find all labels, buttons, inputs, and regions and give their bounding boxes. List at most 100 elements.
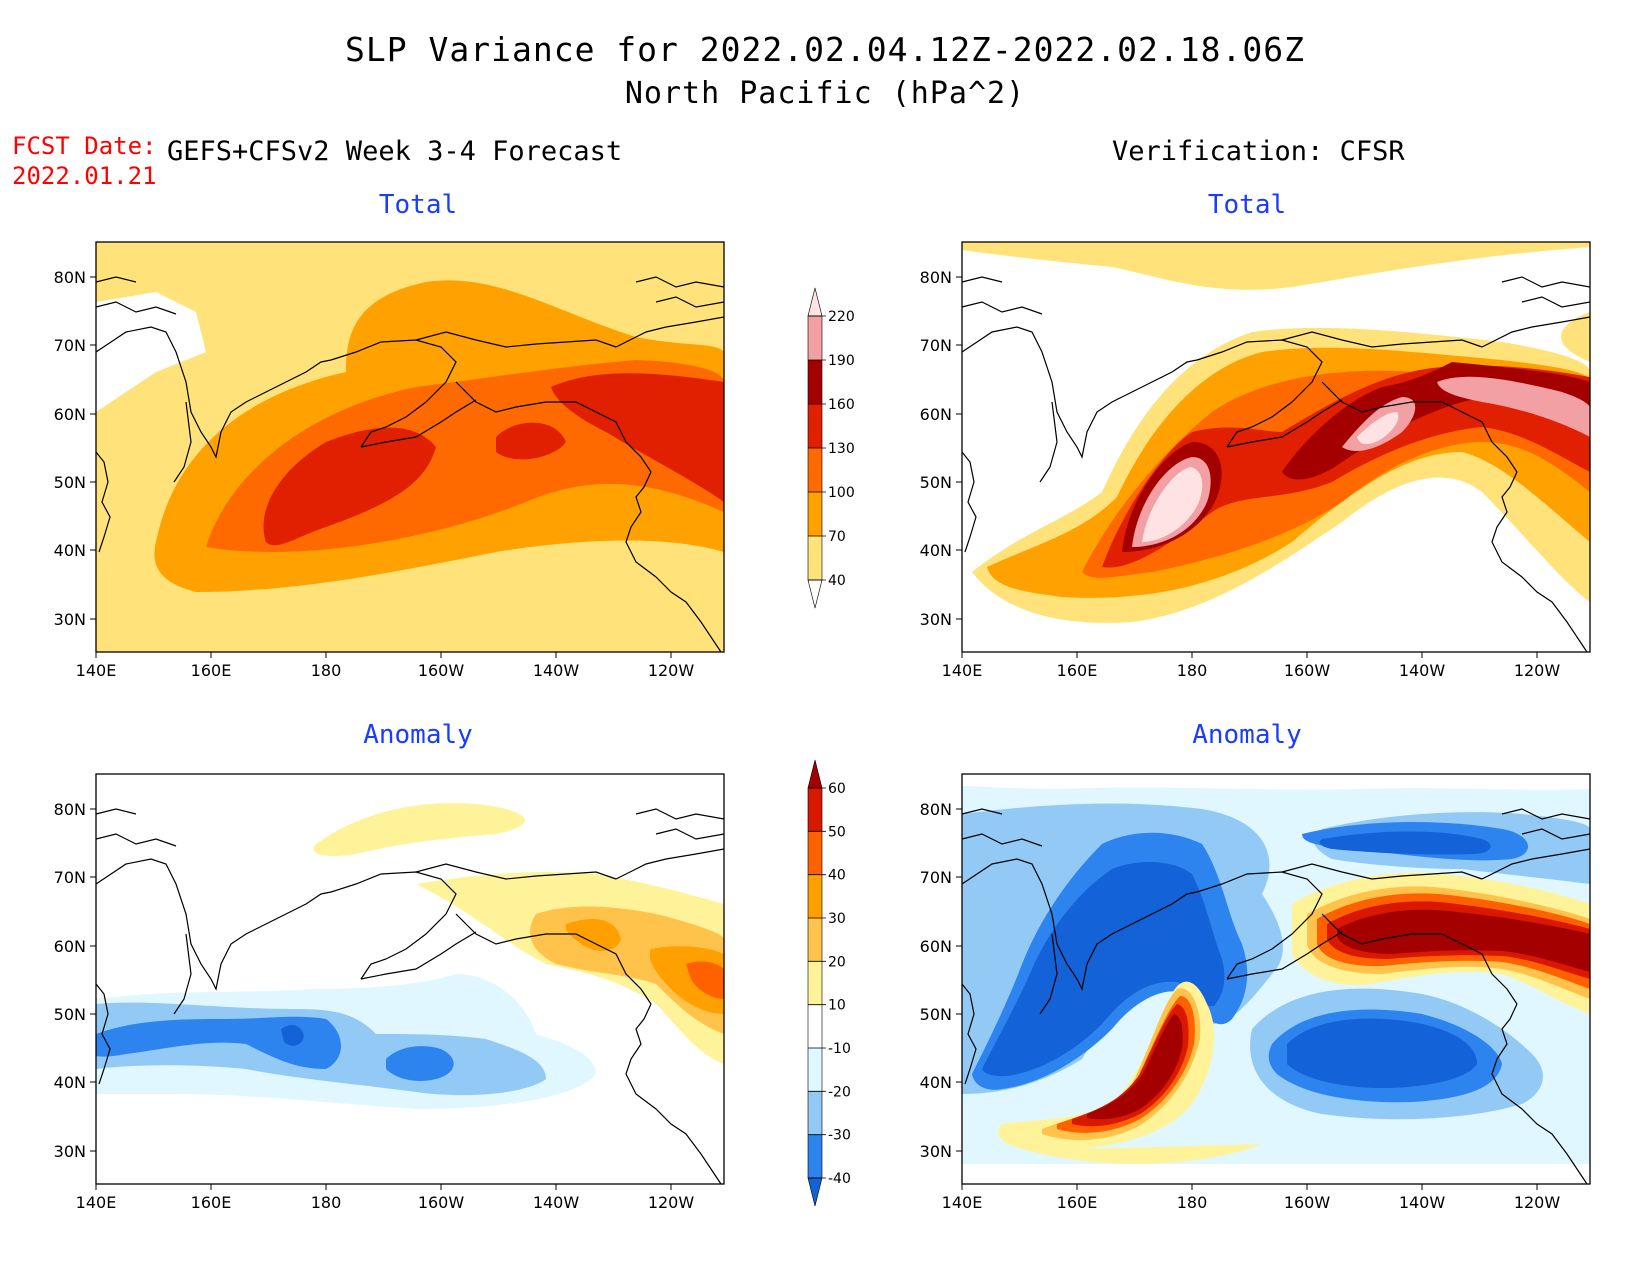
fcst-date-value: 2022.01.21 [12, 162, 157, 190]
lon-tick-label: 180 [1177, 661, 1208, 680]
lat-tick-label: 80N [920, 268, 952, 287]
lon-tick-label: 140E [942, 661, 983, 680]
main-subtitle: North Pacific (hPa^2) [624, 76, 1026, 111]
lat-tick-label: 80N [54, 800, 86, 819]
lat-tick-label: 50N [920, 473, 952, 492]
colorbar-level-label: 190 [828, 353, 855, 369]
colorbar-segment [808, 316, 822, 360]
lat-tick-label: 60N [920, 405, 952, 424]
lat-tick-label: 40N [54, 1073, 86, 1092]
colorbar-level-label: 160 [828, 397, 855, 413]
lon-tick-label: 180 [311, 1193, 342, 1212]
lat-tick-label: 60N [920, 937, 952, 956]
colorbar-level-label: 20 [828, 954, 846, 970]
colorbar-anomaly: -40 -30 -20 -10 10 20 30 40 50 60 [807, 759, 851, 1207]
colorbar-level-label: 40 [828, 573, 846, 589]
lon-tick-label: 140W [1399, 661, 1446, 680]
main-title: SLP Variance for 2022.02.04.12Z-2022.02.… [345, 30, 1305, 69]
map-frame [961, 773, 1591, 1185]
map-forecast-anomaly [95, 773, 725, 1185]
colorbar-end-max [807, 287, 823, 317]
verification-heading: Verification: CFSR [1112, 136, 1405, 167]
lon-tick-label: 180 [311, 661, 342, 680]
panel-title-forecast-anomaly: Anomaly [363, 720, 473, 750]
lat-tick-label: 60N [54, 937, 86, 956]
colorbar-level-label: 30 [828, 911, 846, 927]
lat-tick-label: 80N [920, 800, 952, 819]
lon-tick-label: 160W [418, 661, 465, 680]
lat-tick-label: 80N [54, 268, 86, 287]
lon-tick-label: 160W [1284, 1193, 1331, 1212]
lat-tick-label: 40N [920, 541, 952, 560]
panel-title-verification-total: Total [1207, 190, 1287, 220]
colorbar-level-label: -20 [828, 1084, 851, 1100]
colorbar-segment [808, 1048, 822, 1092]
colorbar-segment [808, 1091, 822, 1135]
map-frame [961, 241, 1591, 653]
colorbar-level-label: 70 [828, 529, 846, 545]
colorbar-level-label: 10 [828, 998, 846, 1014]
colorbar-segment [808, 1004, 822, 1048]
lat-tick-label: 60N [54, 405, 86, 424]
lon-tick-label: 140W [533, 1193, 580, 1212]
lat-tick-label: 70N [920, 868, 952, 887]
lon-tick-label: 140W [533, 661, 580, 680]
map-frame [95, 241, 725, 653]
map-forecast-total [95, 241, 725, 653]
lat-tick-label: 70N [920, 336, 952, 355]
axes-layer: 140E 160E 180 160W 140W 120W 80N 70N 60N 50N 40N 30… [54, 268, 1561, 1212]
lon-tick-label: 140E [76, 1193, 117, 1212]
colorbar-segment [808, 492, 822, 536]
lon-tick-label: 140E [76, 661, 117, 680]
colorbar-segment [808, 1134, 822, 1178]
fcst-date-label: FCST Date: [12, 132, 157, 160]
lat-tick-label: 50N [920, 1005, 952, 1024]
colorbar-segment [808, 874, 822, 918]
colorbar-segment [808, 788, 822, 832]
lon-tick-label: 160W [418, 1193, 465, 1212]
lon-tick-label: 160E [1057, 661, 1098, 680]
lat-tick-label: 40N [54, 541, 86, 560]
colorbar-segment [808, 448, 822, 492]
colorbar-end-min [807, 1177, 823, 1207]
lon-tick-label: 160E [1057, 1193, 1098, 1212]
colorbar-level-label: 220 [828, 309, 855, 325]
lat-tick-label: 30N [54, 1142, 86, 1161]
map-frame [95, 773, 725, 1185]
lon-tick-label: 120W [648, 661, 695, 680]
colorbar-level-label: 130 [828, 441, 855, 457]
colorbar-level-label: 60 [828, 781, 846, 797]
colorbar-segment [808, 536, 822, 580]
colorbar-end-max [807, 759, 823, 789]
lon-tick-label: 140E [942, 1193, 983, 1212]
lat-tick-label: 30N [920, 610, 952, 629]
colorbar-level-label: -10 [828, 1041, 851, 1057]
lon-tick-label: 160E [191, 661, 232, 680]
colorbar-end-min [807, 579, 823, 609]
map-verification-total [961, 241, 1591, 653]
lat-tick-label: 50N [54, 473, 86, 492]
colorbar-level-label: 50 [828, 824, 846, 840]
lon-tick-label: 140W [1399, 1193, 1446, 1212]
colorbar-level-label: 40 [828, 868, 846, 884]
panel-title-verification-anomaly: Anomaly [1192, 720, 1302, 750]
colorbar-segment [808, 404, 822, 448]
lat-tick-label: 30N [54, 610, 86, 629]
colorbar-segment [808, 961, 822, 1005]
map-verification-anomaly [961, 773, 1591, 1185]
lat-tick-label: 50N [54, 1005, 86, 1024]
forecast-heading: GEFS+CFSv2 Week 3-4 Forecast [167, 136, 623, 167]
lon-tick-label: 120W [1514, 661, 1561, 680]
lon-tick-label: 160W [1284, 661, 1331, 680]
colorbar-level-label: 100 [828, 485, 855, 501]
lon-tick-label: 160E [191, 1193, 232, 1212]
lat-tick-label: 40N [920, 1073, 952, 1092]
lon-tick-label: 120W [648, 1193, 695, 1212]
colorbar-segment [808, 918, 822, 962]
lat-tick-label: 70N [54, 868, 86, 887]
colorbar-level-label: -40 [828, 1171, 851, 1187]
lon-tick-label: 180 [1177, 1193, 1208, 1212]
panel-title-forecast-total: Total [378, 190, 458, 220]
colorbar-segment [808, 831, 822, 875]
